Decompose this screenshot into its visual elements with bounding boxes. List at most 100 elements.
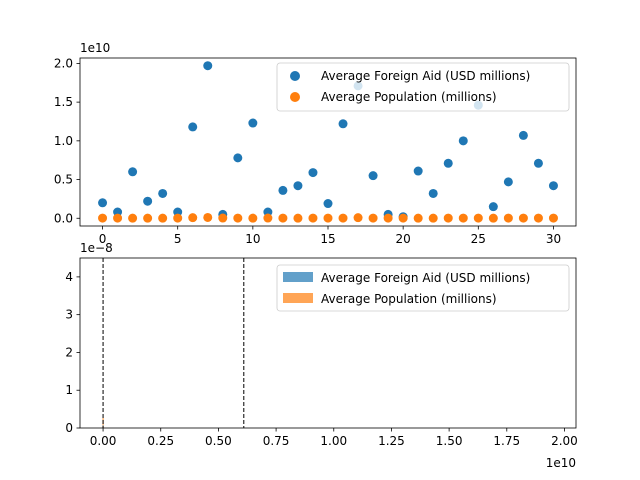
histogram-x-tick-label: 0.25: [147, 434, 174, 448]
scatter-y-tick-label: 1.5: [54, 95, 73, 109]
foreign-aid-point-24: [458, 136, 468, 146]
population-point-9: [233, 213, 243, 223]
histogram-y-tick-label: 1: [65, 383, 73, 397]
histogram-x-tick-label: 1.25: [378, 434, 405, 448]
population-point-24: [458, 213, 468, 223]
legend-patch-foreign-aid: [283, 272, 313, 282]
histogram-x-tick-label: 0.50: [205, 434, 232, 448]
scatter-y-tick-label: 0.5: [54, 173, 73, 187]
scatter-panel: 0 5 10 15 20 25 30 0.0 0.5 1.0 1.5 2.0 1e10 Averag…: [54, 41, 577, 246]
histogram-x-tick-label: 2.00: [551, 434, 578, 448]
population-point-2: [128, 213, 138, 223]
foreign-aid-point-30: [548, 181, 558, 191]
population-point-22: [428, 213, 438, 223]
scatter-x-tick-label: 0: [99, 232, 107, 246]
foreign-aid-point-28: [518, 130, 528, 140]
scatter-legend: Average Foreign Aid (USD millions) Avera…: [276, 62, 570, 112]
foreign-aid-point-21: [413, 166, 423, 176]
population-point-0: [98, 213, 108, 223]
foreign-aid-point-10: [248, 118, 258, 128]
foreign-aid-point-4: [158, 188, 168, 198]
population-point-3: [143, 213, 153, 223]
scatter-x-tick-label: 10: [245, 232, 260, 246]
foreign-aid-point-26: [488, 202, 498, 212]
foreign-aid-point-22: [428, 188, 438, 198]
legend-label-population: Average Population (millions): [321, 90, 497, 104]
histogram-x-tick-label: 0.00: [90, 434, 117, 448]
histogram-reference-lines: [102, 258, 245, 428]
foreign-aid-point-3: [143, 196, 153, 206]
foreign-aid-point-18: [368, 171, 378, 181]
histogram-panel: 0.00 0.25 0.50 0.75 1.00 1.25 1.50 1.75 2.00 0 1 2…: [65, 241, 577, 470]
population-point-26: [488, 213, 498, 223]
population-point-19: [383, 213, 393, 223]
histogram-y-exponent: 1e−8: [80, 241, 113, 255]
foreign-aid-point-12: [278, 185, 288, 195]
population-point-8: [218, 213, 228, 223]
histogram-legend-box: [276, 264, 570, 312]
histogram-y-tick-label: 4: [65, 270, 73, 284]
histogram-y-tick-label: 0: [65, 421, 73, 435]
histogram-axes-frame: [79, 257, 577, 429]
population-point-18: [368, 213, 378, 223]
foreign-aid-point-0: [98, 198, 108, 208]
population-point-1: [113, 213, 123, 223]
legend-marker-population: [290, 92, 300, 102]
foreign-aid-point-6: [188, 122, 198, 132]
foreign-aid-point-14: [308, 168, 318, 178]
foreign-aid-point-9: [233, 153, 243, 163]
scatter-x-ticks: 0 5 10 15 20 25 30: [99, 226, 561, 246]
foreign-aid-point-7: [203, 61, 213, 71]
scatter-y-tick-label: 0.0: [54, 211, 73, 225]
scatter-y-tick-label: 2.0: [54, 56, 73, 70]
scatter-x-tick-label: 20: [396, 232, 411, 246]
scatter-x-tick-label: 15: [320, 232, 335, 246]
legend-patch-population: [283, 293, 313, 303]
histogram-x-exponent: 1e10: [546, 456, 576, 470]
histogram-x-tick-label: 1.50: [436, 434, 463, 448]
legend-marker-foreign-aid: [290, 71, 300, 81]
legend-label-population: Average Population (millions): [321, 292, 497, 306]
population-point-12: [278, 213, 288, 223]
scatter-y-exponent: 1e10: [80, 41, 110, 55]
population-point-20: [398, 213, 408, 223]
population-point-14: [308, 213, 318, 223]
scatter-x-tick-label: 5: [174, 232, 182, 246]
histogram-y-tick-label: 3: [65, 308, 73, 322]
legend-label-foreign-aid: Average Foreign Aid (USD millions): [321, 271, 530, 285]
scatter-points: [98, 61, 558, 223]
histogram-x-tick-label: 1.00: [320, 434, 347, 448]
legend-label-foreign-aid: Average Foreign Aid (USD millions): [321, 69, 530, 83]
scatter-y-ticks: 0.0 0.5 1.0 1.5 2.0: [54, 56, 80, 225]
scatter-x-tick-label: 30: [546, 232, 561, 246]
population-point-17: [353, 213, 363, 223]
histogram-x-ticks: 0.00 0.25 0.50 0.75 1.00 1.25 1.50 1.75 2.00: [90, 428, 578, 448]
foreign-aid-point-15: [323, 199, 333, 209]
population-point-25: [473, 213, 483, 223]
population-point-10: [248, 213, 258, 223]
foreign-aid-point-16: [338, 119, 348, 129]
population-point-29: [533, 213, 543, 223]
foreign-aid-point-29: [533, 158, 543, 168]
scatter-legend-box: [276, 62, 570, 112]
population-point-7: [203, 212, 213, 222]
histogram-x-tick-label: 0.75: [263, 434, 290, 448]
foreign-aid-point-23: [443, 158, 453, 168]
histogram-x-tick-label: 1.75: [493, 434, 520, 448]
population-point-23: [443, 213, 453, 223]
population-point-5: [173, 213, 183, 223]
histogram-y-tick-label: 2: [65, 345, 73, 359]
population-point-4: [158, 213, 168, 223]
histogram-y-ticks: 0 1 2 3 4: [65, 270, 80, 435]
population-point-11: [263, 213, 273, 223]
population-point-30: [548, 213, 558, 223]
scatter-y-tick-label: 1.0: [54, 134, 73, 148]
population-point-13: [293, 213, 303, 223]
population-point-21: [413, 213, 423, 223]
foreign-aid-point-13: [293, 181, 303, 191]
population-point-15: [323, 213, 333, 223]
scatter-x-tick-label: 25: [471, 232, 486, 246]
foreign-aid-point-2: [128, 167, 138, 177]
population-point-28: [518, 213, 528, 223]
